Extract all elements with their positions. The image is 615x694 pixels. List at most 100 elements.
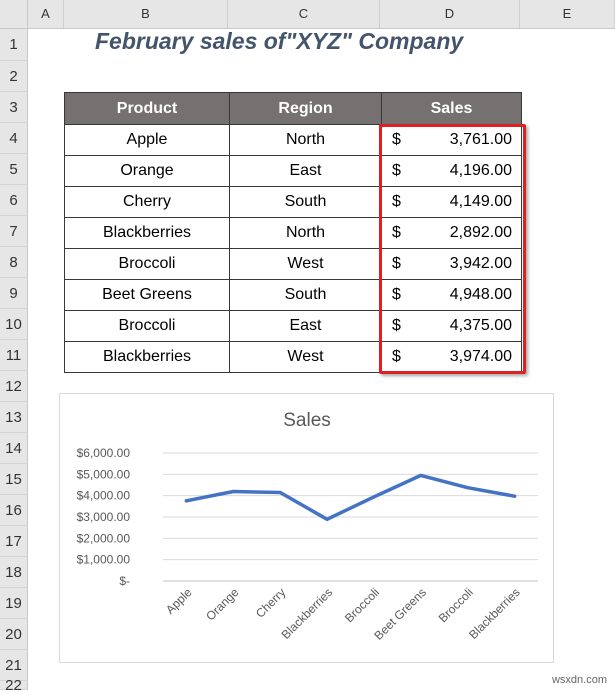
y-tick-label: $1,000.00 [77,553,131,567]
sales-cell[interactable]: $4,375.00 [381,310,522,342]
sales-cell[interactable]: $4,149.00 [381,186,522,218]
y-tick-label: $6,000.00 [77,446,131,460]
x-category-label: Broccoli [436,585,476,625]
column-header-e[interactable]: E [520,0,615,28]
sales-amount: 3,942.00 [449,255,512,272]
sales-cell[interactable]: $2,892.00 [381,217,522,249]
table-row: Beet Greens South $4,948.00 [64,279,522,311]
column-header-b[interactable]: B [64,0,228,28]
product-cell[interactable]: Apple [64,124,230,156]
sales-cell[interactable]: $3,761.00 [381,124,522,156]
row-header-8[interactable]: 8 [0,247,28,278]
sales-amount: 4,948.00 [449,286,512,303]
sales-amount: 4,196.00 [449,162,512,179]
row-header-6[interactable]: 6 [0,185,28,216]
y-tick-label: $3,000.00 [77,510,131,524]
row-header-9[interactable]: 9 [0,278,28,309]
row-header-1[interactable]: 1 [0,29,28,61]
chart-title: Sales [283,410,331,431]
row-header-13[interactable]: 13 [0,402,28,433]
header-region[interactable]: Region [229,92,382,125]
data-point [419,473,423,478]
y-tick-label: $2,000.00 [77,531,131,545]
product-cell[interactable]: Orange [64,155,230,187]
sales-cell[interactable]: $4,196.00 [381,155,522,187]
row-header-3[interactable]: 3 [0,92,28,123]
row-header-2[interactable]: 2 [0,61,28,92]
currency-symbol: $ [392,131,401,148]
region-cell[interactable]: South [229,279,382,311]
watermark-text: wsxdn.com [551,674,607,686]
region-cell[interactable]: East [229,310,382,342]
region-cell[interactable]: West [229,248,382,280]
select-all-corner[interactable] [0,0,28,29]
sales-amount: 4,375.00 [449,317,512,334]
row-header-19[interactable]: 19 [0,588,28,619]
row-header-18[interactable]: 18 [0,557,28,588]
product-cell[interactable]: Blackberries [64,217,230,249]
y-tick-label: $- [119,574,130,588]
row-header-11[interactable]: 11 [0,340,28,371]
row-header-4[interactable]: 4 [0,123,28,154]
region-cell[interactable]: North [229,124,382,156]
region-cell[interactable]: South [229,186,382,218]
row-header-10[interactable]: 10 [0,309,28,340]
column-header-c[interactable]: C [228,0,380,28]
x-category-label: Blackberries [466,585,523,642]
currency-symbol: $ [392,348,401,365]
row-header-17[interactable]: 17 [0,526,28,557]
sheet-title[interactable]: February sales of"XYZ" Company [95,28,464,54]
sales-series-line [184,473,517,522]
column-header-d[interactable]: D [380,0,520,28]
product-cell[interactable]: Broccoli [64,248,230,280]
chart-canvas: Sales $- $1,000.00 $2,000.00 $3,000.00 $4,000… [77,410,538,643]
table-body: Apple North $3,761.00 Orange East $4,196.00 Ch… [64,124,522,373]
row-header-16[interactable]: 16 [0,495,28,526]
sales-cell[interactable]: $4,948.00 [381,279,522,311]
region-cell[interactable]: West [229,341,382,373]
data-point [325,517,329,521]
row-header-15[interactable]: 15 [0,464,28,495]
currency-symbol: $ [392,224,401,241]
sales-amount: 2,892.00 [449,224,512,241]
x-category-label: Orange [203,585,241,623]
sales-amount: 3,761.00 [449,131,512,148]
sales-line-chart[interactable]: Sales $- $1,000.00 $2,000.00 $3,000.00 $4,000… [59,393,554,663]
data-point [372,495,376,499]
product-cell[interactable]: Cherry [64,186,230,218]
currency-symbol: $ [392,286,401,303]
product-cell[interactable]: Broccoli [64,310,230,342]
row-header-22[interactable]: 22 [0,678,28,693]
header-sales[interactable]: Sales [381,92,522,125]
x-category-label: Blackberries [279,585,336,642]
row-header-21[interactable]: 21 [0,650,28,681]
region-cell[interactable]: North [229,217,382,249]
x-category-label: Cherry [253,585,288,620]
data-point [466,486,470,490]
row-header-5[interactable]: 5 [0,154,28,185]
table-row: Broccoli West $3,942.00 [64,248,522,280]
row-header-14[interactable]: 14 [0,433,28,464]
region-cell[interactable]: East [229,155,382,187]
data-point [278,490,282,495]
currency-symbol: $ [392,317,401,334]
y-tick-label: $4,000.00 [77,489,131,503]
currency-symbol: $ [392,193,401,210]
sales-highlight-box [379,124,526,374]
row-header-7[interactable]: 7 [0,216,28,247]
row-header-20[interactable]: 20 [0,619,28,650]
currency-symbol: $ [392,255,401,272]
table-row: Orange East $4,196.00 [64,155,522,187]
table-row: Broccoli East $4,375.00 [64,310,522,342]
table-row: Blackberries West $3,974.00 [64,341,522,373]
column-header-a[interactable]: A [28,0,64,28]
sales-amount: 3,974.00 [449,348,512,365]
product-cell[interactable]: Blackberries [64,341,230,373]
data-point [231,489,235,494]
product-cell[interactable]: Beet Greens [64,279,230,311]
header-product[interactable]: Product [64,92,230,125]
row-header-12[interactable]: 12 [0,371,28,402]
sales-table: Product Region Sales Apple North $3,761.00… [64,92,522,373]
table-row: Cherry South $4,149.00 [64,186,522,218]
x-category-label: Broccoli [342,585,382,625]
